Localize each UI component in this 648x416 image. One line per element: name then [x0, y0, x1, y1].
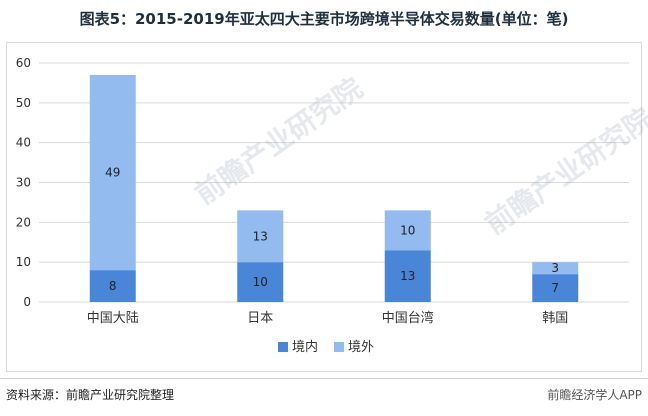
chart-area: 0 10 20 30 40 50 60 8 49 中国大陆 10 13 日本 13 10 中国台湾 7 3 韩国境内…: [6, 42, 642, 372]
bar-segment: [384, 250, 431, 302]
data-label: 13: [400, 269, 415, 283]
bar-segment: [89, 74, 136, 271]
x-tick-label: 中国大陆: [87, 310, 139, 326]
y-tick-label: 0: [23, 295, 31, 309]
data-label: 13: [253, 229, 268, 243]
stacked-bar-chart: 0 10 20 30 40 50 60 8 49 中国大陆 10 13 日本 13 10 中国台湾 7 3 韩国境内…: [16, 56, 629, 355]
brand-label: 前瞻经济学人APP: [547, 388, 642, 402]
x-tick-label: 中国台湾: [382, 310, 434, 326]
legend-swatch: [334, 342, 344, 352]
data-label: 7: [551, 281, 559, 295]
y-tick-label: 50: [16, 96, 31, 110]
y-tick-label: 60: [16, 56, 31, 70]
x-tick-label: 韩国: [542, 311, 568, 326]
legend-label: 境内: [292, 339, 318, 355]
y-tick-label: 30: [16, 176, 31, 190]
legend-swatch: [278, 342, 288, 352]
data-label: 8: [109, 279, 117, 293]
bar-segment: [89, 270, 136, 302]
data-label: 10: [400, 223, 415, 237]
data-label: 10: [253, 275, 268, 289]
y-tick-label: 10: [16, 255, 31, 269]
footer-divider: [0, 378, 648, 379]
x-tick-label: 日本: [247, 311, 273, 326]
bar-segment: [237, 262, 284, 302]
data-label: 49: [105, 166, 120, 180]
bar-segment: [237, 210, 284, 263]
chart-title: 图表5：2015-2019年亚太四大主要市场跨境半导体交易数量(单位：笔): [79, 10, 569, 28]
y-tick-label: 20: [16, 215, 31, 229]
data-label: 3: [551, 261, 559, 275]
source-note: 资料来源：前瞻产业研究院整理: [6, 388, 175, 402]
bar-segment: [384, 210, 431, 251]
bar-segment: [532, 274, 579, 302]
y-tick-label: 40: [16, 136, 31, 150]
bar-segment: [532, 262, 579, 275]
legend-label: 境外: [348, 340, 374, 355]
